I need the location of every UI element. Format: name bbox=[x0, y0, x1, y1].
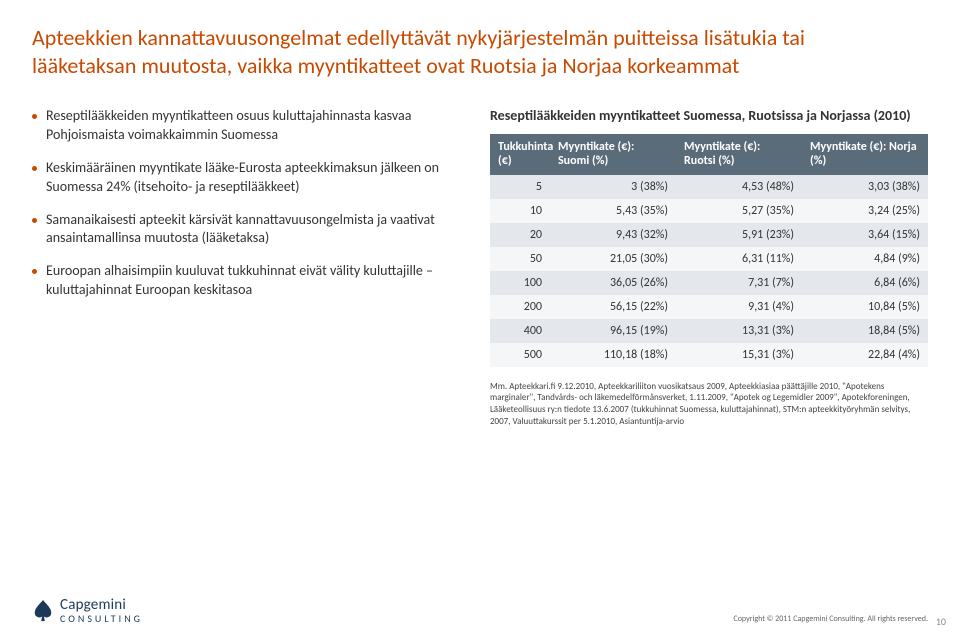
table-cell: 96,15 (19%) bbox=[550, 319, 676, 343]
logo: Capgemini CONSULTING bbox=[32, 598, 143, 624]
table-cell: 3 (38%) bbox=[550, 175, 676, 199]
table-row: 209,43 (32%)5,91 (23%)3,64 (15%) bbox=[490, 223, 928, 247]
table-cell: 21,05 (30%) bbox=[550, 247, 676, 271]
table-cell: 3,64 (15%) bbox=[802, 223, 928, 247]
table-cell: 3,24 (25%) bbox=[802, 199, 928, 223]
table-cell: 36,05 (26%) bbox=[550, 271, 676, 295]
bullet-list: Reseptilääkkeiden myyntikatteen osuus ku… bbox=[32, 107, 462, 300]
spade-icon bbox=[32, 598, 54, 624]
table-cell: 5,91 (23%) bbox=[676, 223, 802, 247]
table-cell: 20 bbox=[490, 223, 550, 247]
bullet-item: Reseptilääkkeiden myyntikatteen osuus ku… bbox=[32, 107, 462, 145]
table-cell: 200 bbox=[490, 295, 550, 319]
table-cell: 15,31 (3%) bbox=[676, 343, 802, 367]
slide: Apteekkien kannattavuusongelmat edellytt… bbox=[0, 0, 960, 634]
table-header: Myyntikate (€): Suomi (%) bbox=[550, 134, 676, 175]
table-cell: 7,31 (7%) bbox=[676, 271, 802, 295]
logo-text: Capgemini CONSULTING bbox=[60, 598, 143, 624]
table-cell: 10,84 (5%) bbox=[802, 295, 928, 319]
bullet-item: Keskimääräinen myyntikate lääke-Eurosta … bbox=[32, 159, 462, 197]
table-row: 10036,05 (26%)7,31 (7%)6,84 (6%) bbox=[490, 271, 928, 295]
table-cell: 6,84 (6%) bbox=[802, 271, 928, 295]
table-cell: 22,84 (4%) bbox=[802, 343, 928, 367]
table-title: Reseptilääkkeiden myyntikatteet Suomessa… bbox=[490, 107, 928, 124]
footer: Capgemini CONSULTING Copyright © 2011 Ca… bbox=[32, 598, 928, 624]
table-cell: 400 bbox=[490, 319, 550, 343]
table-cell: 100 bbox=[490, 271, 550, 295]
table-cell: 5,43 (35%) bbox=[550, 199, 676, 223]
table-row: 500110,18 (18%)15,31 (3%)22,84 (4%) bbox=[490, 343, 928, 367]
table-row: 105,43 (35%)5,27 (35%)3,24 (25%) bbox=[490, 199, 928, 223]
left-column: Reseptilääkkeiden myyntikatteen osuus ku… bbox=[32, 107, 462, 428]
page-number: 10 bbox=[936, 615, 946, 628]
bullet-item: Samanaikaisesti apteekit kärsivät kannat… bbox=[32, 211, 462, 249]
copyright-text: Copyright © 2011 Capgemini Consulting. A… bbox=[733, 614, 928, 624]
table-cell: 4,84 (9%) bbox=[802, 247, 928, 271]
margin-table: Tukkuhinta (€) Myyntikate (€): Suomi (%)… bbox=[490, 134, 928, 367]
table-cell: 56,15 (22%) bbox=[550, 295, 676, 319]
table-header: Tukkuhinta (€) bbox=[490, 134, 550, 175]
table-header: Myyntikate (€): Norja (%) bbox=[802, 134, 928, 175]
table-cell: 500 bbox=[490, 343, 550, 367]
logo-brand: Capgemini bbox=[60, 598, 143, 613]
table-row: 53 (38%)4,53 (48%)3,03 (38%) bbox=[490, 175, 928, 199]
sources-text: Mm. Apteekkari.fi 9.12.2010, Apteekkaril… bbox=[490, 381, 928, 428]
table-cell: 6,31 (11%) bbox=[676, 247, 802, 271]
table-cell: 50 bbox=[490, 247, 550, 271]
table-header: Myyntikate (€): Ruotsi (%) bbox=[676, 134, 802, 175]
page-title: Apteekkien kannattavuusongelmat edellytt… bbox=[32, 24, 912, 79]
table-cell: 9,43 (32%) bbox=[550, 223, 676, 247]
table-cell: 110,18 (18%) bbox=[550, 343, 676, 367]
bullet-item: Euroopan alhaisimpiin kuuluvat tukkuhinn… bbox=[32, 262, 462, 300]
logo-subbrand: CONSULTING bbox=[60, 614, 143, 624]
content-columns: Reseptilääkkeiden myyntikatteen osuus ku… bbox=[32, 107, 928, 428]
table-body: 53 (38%)4,53 (48%)3,03 (38%)105,43 (35%)… bbox=[490, 175, 928, 367]
table-row: 40096,15 (19%)13,31 (3%)18,84 (5%) bbox=[490, 319, 928, 343]
table-cell: 3,03 (38%) bbox=[802, 175, 928, 199]
right-column: Reseptilääkkeiden myyntikatteet Suomessa… bbox=[490, 107, 928, 428]
table-cell: 9,31 (4%) bbox=[676, 295, 802, 319]
table-cell: 18,84 (5%) bbox=[802, 319, 928, 343]
table-cell: 13,31 (3%) bbox=[676, 319, 802, 343]
table-cell: 10 bbox=[490, 199, 550, 223]
table-row: 20056,15 (22%)9,31 (4%)10,84 (5%) bbox=[490, 295, 928, 319]
table-row: 5021,05 (30%)6,31 (11%)4,84 (9%) bbox=[490, 247, 928, 271]
table-header-row: Tukkuhinta (€) Myyntikate (€): Suomi (%)… bbox=[490, 134, 928, 175]
table-cell: 5,27 (35%) bbox=[676, 199, 802, 223]
table-cell: 5 bbox=[490, 175, 550, 199]
table-cell: 4,53 (48%) bbox=[676, 175, 802, 199]
